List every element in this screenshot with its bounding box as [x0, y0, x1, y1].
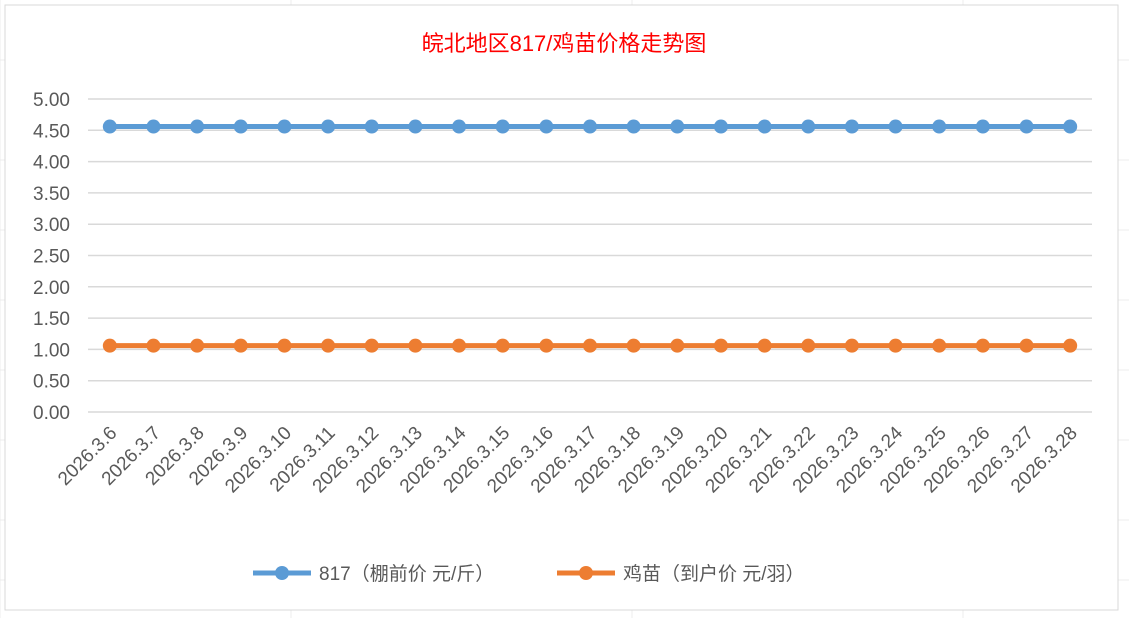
data-point	[801, 119, 816, 134]
data-point	[277, 338, 292, 353]
data-point	[844, 338, 859, 353]
y-tick-label: 2.00	[33, 278, 70, 299]
data-point	[408, 119, 423, 134]
data-point	[713, 119, 728, 134]
series-2	[102, 338, 1078, 353]
data-point	[452, 119, 467, 134]
legend-label: 鸡苗（到户价 元/羽）	[623, 563, 805, 585]
data-point	[626, 119, 641, 134]
data-point	[757, 338, 772, 353]
data-point	[1063, 338, 1078, 353]
y-tick-label: 5.00	[33, 90, 70, 111]
data-point	[626, 338, 641, 353]
data-point	[888, 119, 903, 134]
data-point	[932, 119, 947, 134]
data-point	[190, 338, 205, 353]
chart-area	[4, 4, 1119, 611]
data-point	[975, 338, 990, 353]
legend-item-1: 817（棚前价 元/斤）	[253, 563, 494, 585]
data-point	[932, 338, 947, 353]
data-point	[321, 338, 336, 353]
y-tick-label: 4.00	[33, 153, 70, 174]
data-point	[495, 119, 510, 134]
data-point	[1063, 119, 1078, 134]
data-point	[670, 119, 685, 134]
data-point	[495, 338, 510, 353]
legend-label: 817（棚前价 元/斤）	[319, 563, 494, 585]
data-point	[975, 119, 990, 134]
data-point	[757, 119, 772, 134]
y-tick-label: 0.00	[33, 403, 70, 424]
chart-title: 皖北地区817/鸡苗价格走势图	[422, 31, 707, 56]
data-point	[190, 119, 205, 134]
legend: 817（棚前价 元/斤） 鸡苗（到户价 元/羽）	[253, 563, 805, 585]
data-point	[713, 338, 728, 353]
data-point	[583, 119, 597, 134]
data-point	[102, 338, 117, 353]
data-point	[146, 119, 161, 134]
y-axis: 0.00 0.50 1.00 1.50 2.00 2.50 3.00 3.50 4.00 4.50…	[33, 90, 70, 424]
data-point	[364, 119, 379, 134]
data-point	[233, 338, 248, 353]
legend-marker	[579, 566, 593, 580]
data-point	[844, 119, 859, 134]
data-point	[146, 338, 161, 353]
legend-item-2: 鸡苗（到户价 元/羽）	[557, 563, 805, 585]
data-point	[102, 119, 117, 134]
data-point	[233, 119, 248, 134]
series-group	[102, 119, 1078, 353]
series-1	[102, 119, 1078, 134]
y-tick-label: 4.50	[33, 121, 70, 142]
y-tick-label: 1.50	[33, 309, 70, 330]
data-point	[408, 338, 423, 353]
data-point	[888, 338, 903, 353]
data-point	[670, 338, 685, 353]
data-point	[539, 119, 554, 134]
data-point	[801, 338, 816, 353]
data-point	[321, 119, 336, 134]
y-tick-label: 3.00	[33, 215, 70, 236]
y-tick-label: 3.50	[33, 184, 70, 205]
y-tick-label: 2.50	[33, 247, 70, 268]
legend-marker	[275, 566, 289, 580]
y-tick-label: 0.50	[33, 372, 70, 393]
data-point	[364, 338, 379, 353]
data-point	[452, 338, 467, 353]
data-point	[539, 338, 554, 353]
data-point	[1019, 338, 1034, 353]
data-point	[277, 119, 292, 134]
data-point	[583, 338, 597, 353]
data-point	[1019, 119, 1034, 134]
y-tick-label: 1.00	[33, 340, 70, 361]
